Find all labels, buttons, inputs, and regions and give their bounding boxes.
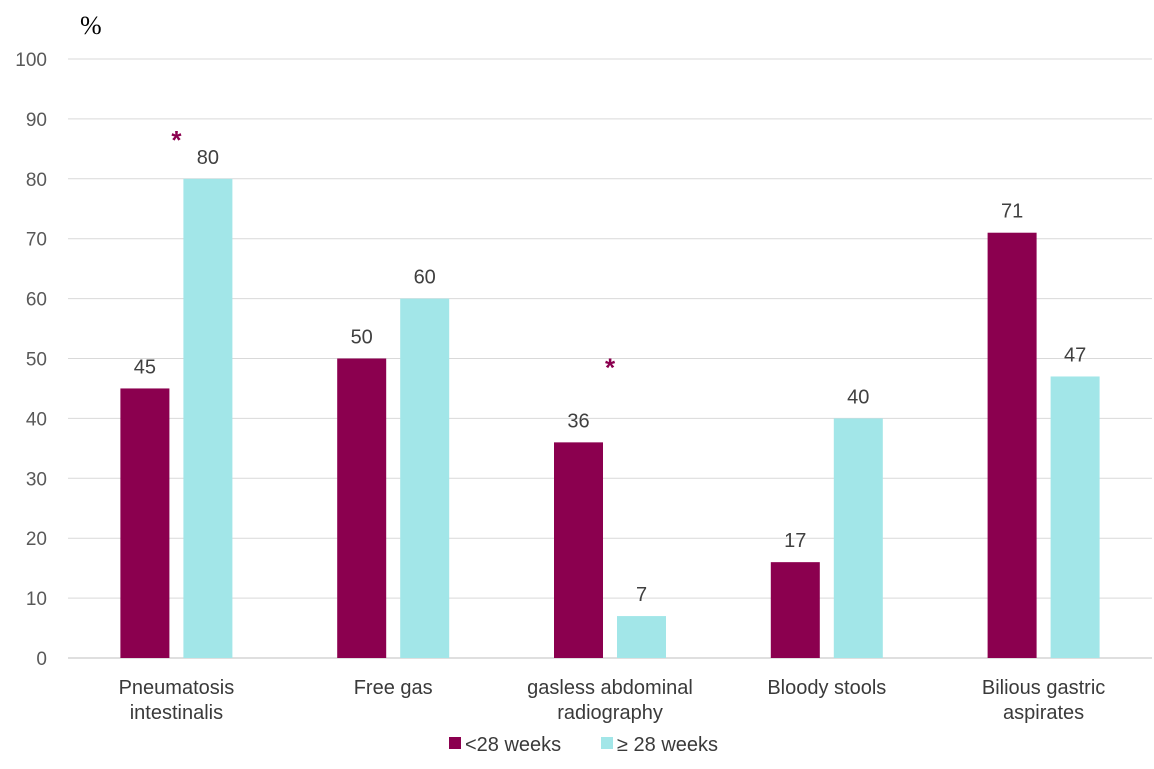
category-label: Free gas <box>354 677 433 699</box>
data-label: 17 <box>784 530 806 552</box>
y-tick-label: 100 <box>15 50 47 71</box>
significance-asterisk: * <box>605 352 616 382</box>
bar <box>617 616 666 658</box>
data-label: 45 <box>134 356 156 378</box>
category-label: Bilious gastric <box>982 677 1105 699</box>
y-tick-label: 60 <box>26 290 47 311</box>
category-label: aspirates <box>1003 702 1084 724</box>
data-label: 36 <box>567 410 589 432</box>
y-axis-unit-label: % <box>80 11 102 40</box>
data-label: 7 <box>636 584 647 606</box>
legend-label: <28 weeks <box>465 734 561 756</box>
category-label: Bloody stools <box>767 677 886 699</box>
bars <box>120 178 1100 659</box>
bar <box>337 358 387 658</box>
legend-swatch <box>601 737 613 749</box>
y-tick-label: 70 <box>26 230 47 251</box>
y-tick-label: 20 <box>26 529 47 550</box>
category-label: Pneumatosis <box>119 677 235 699</box>
bar <box>183 178 233 659</box>
y-tick-label: 90 <box>26 110 47 131</box>
category-label: radiography <box>557 702 663 724</box>
y-tick-label: 0 <box>36 649 47 670</box>
significance-asterisk: * <box>171 125 182 155</box>
y-tick-label: 40 <box>26 409 47 430</box>
grid-lines <box>68 58 1152 659</box>
data-label: 40 <box>847 386 869 408</box>
legend-label: ≥ 28 weeks <box>617 734 718 756</box>
data-label: 60 <box>414 267 436 289</box>
data-label: 50 <box>351 327 373 349</box>
category-labels: Pneumatosis intestinalis Free gas gasless a… <box>119 677 1106 724</box>
data-label: 80 <box>197 147 219 169</box>
bar <box>770 562 820 658</box>
data-label: 71 <box>1001 201 1023 223</box>
y-tick-label: 30 <box>26 469 47 490</box>
significance-markers: ** <box>171 125 616 383</box>
y-tick-label: 80 <box>26 170 47 191</box>
bar <box>554 442 603 658</box>
bar <box>120 388 170 658</box>
category-label: gasless abdominal <box>527 677 693 699</box>
bar <box>400 298 450 658</box>
data-labels: 45 80 50 60 36 7 17 40 71 47 <box>134 147 1086 606</box>
legend-swatch <box>449 737 461 749</box>
bar <box>1050 376 1100 658</box>
bar <box>987 232 1037 658</box>
y-axis-ticks: 0 10 20 30 40 50 60 70 80 90 100 <box>15 50 47 670</box>
category-label: intestinalis <box>130 702 223 724</box>
y-tick-label: 10 <box>26 589 47 610</box>
y-tick-label: 50 <box>26 350 47 371</box>
bar <box>833 418 883 658</box>
data-label: 47 <box>1064 344 1086 366</box>
legend: <28 weeks ≥ 28 weeks <box>449 734 718 756</box>
